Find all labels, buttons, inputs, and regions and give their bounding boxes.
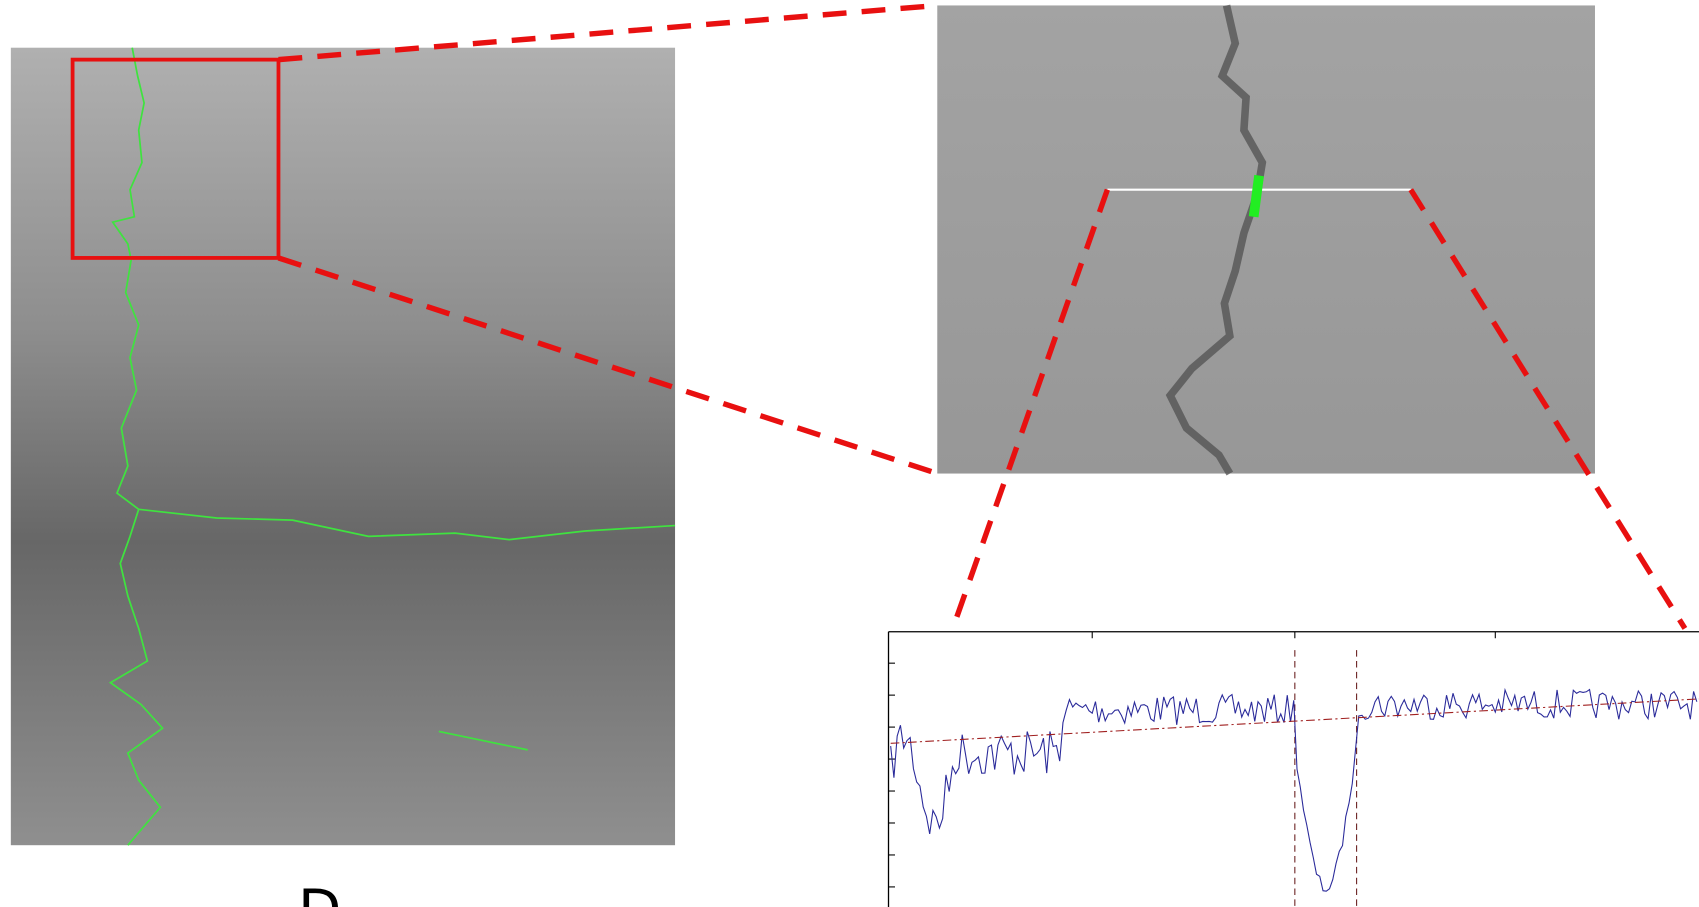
surface-image bbox=[11, 48, 675, 845]
figure: D bbox=[0, 0, 1699, 907]
crack-width-marker bbox=[1254, 176, 1259, 217]
plot-area bbox=[889, 632, 1699, 907]
zoomed-image bbox=[937, 5, 1595, 473]
profile-plot bbox=[889, 632, 1699, 907]
figure-label: D bbox=[298, 879, 341, 907]
page: {"figure_label": "D"} D (() => { const bbox=[0, 0, 1699, 907]
